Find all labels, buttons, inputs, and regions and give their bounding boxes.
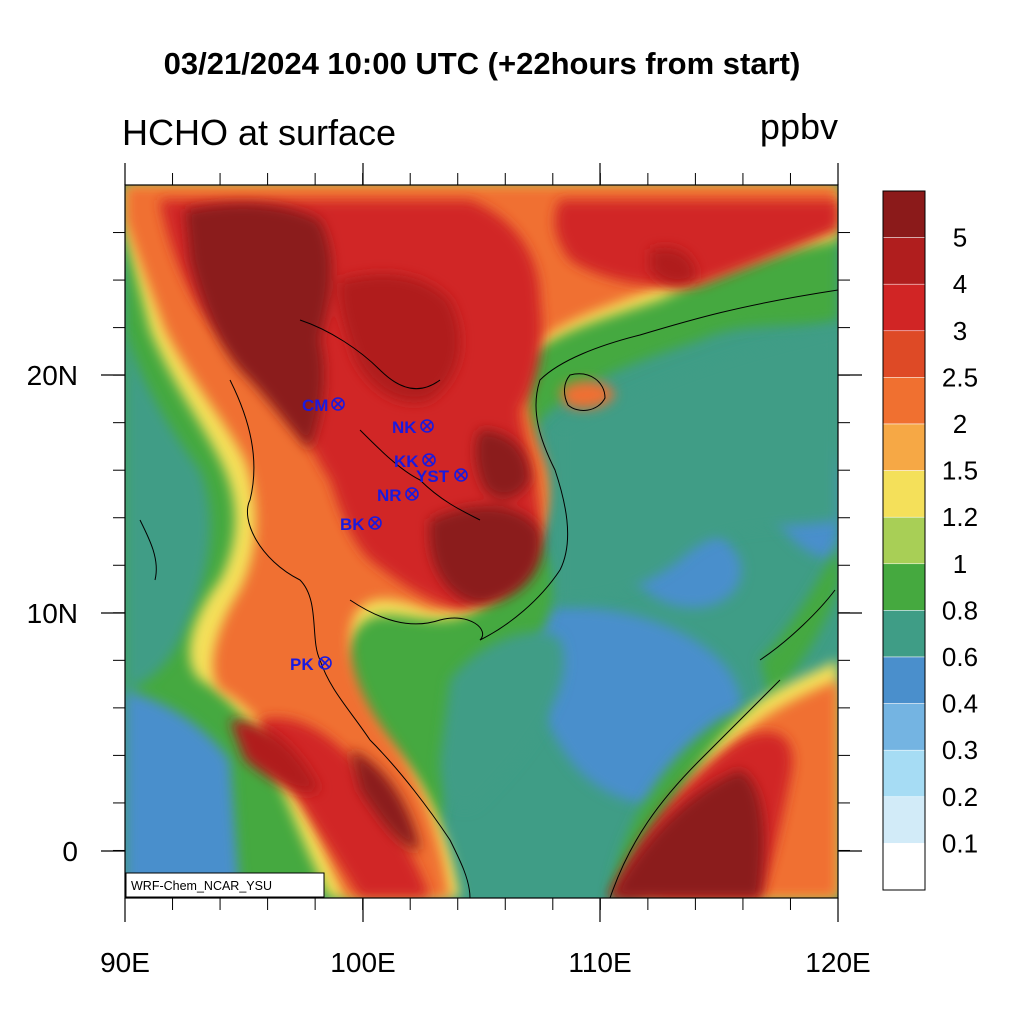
station-yst: YST (416, 467, 468, 486)
colorbar-swatch (882, 563, 926, 611)
y-tick-0: 0 (62, 836, 78, 867)
station-bk: BK (340, 515, 382, 534)
coastlines (139, 289, 838, 898)
plot-title: 03/21/2024 10:00 UTC (+22hours from star… (163, 46, 801, 81)
station-markers: CM NK KK YST NR (290, 396, 468, 674)
colorbar-label: 0.3 (942, 735, 978, 765)
colorbar-swatch (882, 330, 926, 378)
station-bk-marker (368, 516, 382, 530)
hcho-field (125, 185, 838, 898)
station-pk: PK (290, 655, 332, 674)
station-nr-marker (405, 487, 419, 501)
x-tick-120e: 120E (805, 947, 870, 978)
station-kk: KK (394, 452, 436, 471)
station-nr-label: NR (377, 486, 402, 505)
map-frame (124, 184, 839, 899)
station-bk-label: BK (340, 515, 365, 534)
colorbar-swatch (882, 423, 926, 471)
x-tick-100e: 100E (330, 947, 395, 978)
colorbar-label: 2 (953, 409, 967, 439)
y-tick-20n: 20N (27, 360, 78, 391)
colorbar-swatch (882, 516, 926, 565)
colorbar-swatch (882, 237, 926, 285)
station-pk-marker (318, 656, 332, 670)
model-credit: WRF-Chem_NCAR_YSU (131, 879, 272, 893)
colorbar-label: 0.4 (942, 689, 978, 719)
minor-ticks (113, 173, 850, 910)
colorbar-label: 5 (953, 223, 967, 253)
station-cm-marker (331, 397, 345, 411)
x-tick-110e: 110E (568, 947, 631, 978)
colorbar-swatch (882, 377, 926, 425)
credit-box (125, 872, 325, 898)
colorbar-label: 3 (953, 316, 967, 346)
colorbar-label: 1 (953, 549, 967, 579)
colorbar-label: 1.5 (942, 456, 978, 486)
colorbar-label: 4 (953, 269, 967, 299)
station-nk-label: NK (392, 418, 417, 437)
x-tick-90e: 90E (100, 947, 150, 978)
colorbar-label: 0.1 (942, 828, 978, 858)
station-cm: CM (302, 396, 345, 415)
station-yst-marker (454, 468, 468, 482)
colorbar-swatch (882, 843, 926, 891)
station-nr: NR (377, 486, 419, 505)
colorbar-swatch (882, 610, 926, 658)
colorbar-label: 0.2 (942, 782, 978, 812)
colorbar-swatch (882, 796, 926, 844)
colorbar-swatch (882, 190, 926, 238)
station-yst-label: YST (416, 467, 450, 486)
station-pk-label: PK (290, 655, 314, 674)
colorbar-label: 0.6 (942, 642, 978, 672)
colorbar-swatch (882, 283, 926, 332)
colorbar-frame (882, 190, 926, 891)
colorbar-label: 2.5 (942, 362, 978, 392)
station-cm-label: CM (302, 396, 328, 415)
colorbar-label: 1.2 (942, 502, 978, 532)
colorbar-label: 0.8 (942, 595, 978, 625)
station-kk-marker (422, 453, 436, 467)
colorbar-swatch (882, 703, 926, 751)
station-nk-marker (420, 419, 434, 433)
variable-title: HCHO at surface (122, 112, 397, 153)
station-nk: NK (392, 418, 434, 437)
y-tick-10n: 10N (27, 598, 78, 629)
colorbar-swatch (882, 470, 926, 518)
station-kk-label: KK (394, 452, 419, 471)
colorbar-swatch (882, 749, 926, 798)
units-label: ppbv (759, 106, 838, 147)
colorbar: 5 4 3 2.5 2 1.5 1.2 1 0.8 0.6 0.4 0.3 0.2 0.1 (882, 190, 978, 891)
colorbar-swatch (882, 656, 926, 704)
